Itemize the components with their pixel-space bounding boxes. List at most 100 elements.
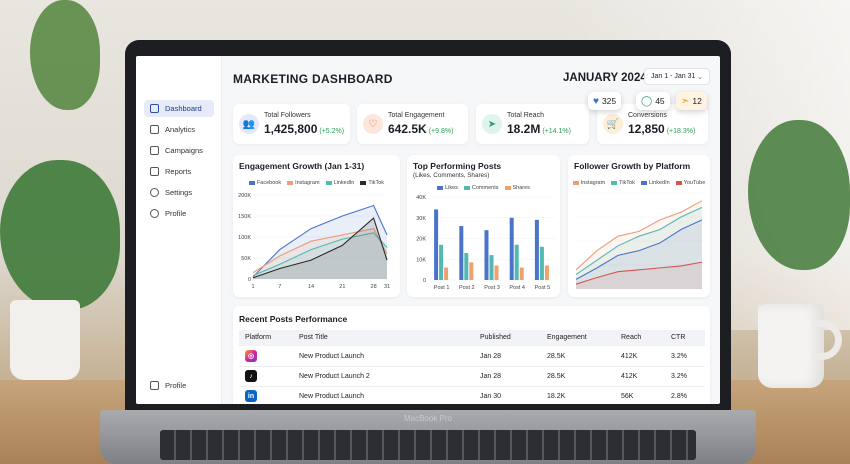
column-header: Post Title bbox=[299, 334, 328, 341]
top-posts-panel: Top Performing Posts (Likes, Comments, S… bbox=[407, 155, 560, 297]
shares-badge[interactable]: ➣ 12 bbox=[676, 92, 707, 110]
kpi-label: Conversions bbox=[628, 112, 667, 119]
sidebar-item-reports[interactable]: Reports bbox=[144, 163, 214, 180]
y-tick-label: 40K bbox=[416, 195, 426, 201]
table-header: Platform Post Title Published Engagement… bbox=[239, 330, 705, 346]
kpi-label: Total Engagement bbox=[388, 112, 445, 119]
bar-comments-3 bbox=[489, 255, 494, 280]
sidebar-item-profile-bottom[interactable]: Profile bbox=[144, 377, 214, 394]
legend-item: TikTok bbox=[611, 180, 635, 186]
follower-growth-panel: Follower Growth by Platform Instagram Ti… bbox=[568, 155, 710, 297]
kpi-total-reach: ➤ Total Reach 18.2M (+14.1%) bbox=[476, 104, 589, 144]
y-tick-label: 50K bbox=[241, 256, 251, 262]
x-tick-label: 7 bbox=[278, 284, 281, 290]
published: Jan 28 bbox=[480, 373, 502, 380]
series-area-youtube bbox=[576, 262, 702, 289]
legend-item: Instagram bbox=[287, 180, 320, 186]
y-tick-label: 30K bbox=[416, 216, 426, 222]
bar-shares-1 bbox=[444, 267, 449, 280]
sidebar-item-label: Analytics bbox=[165, 125, 196, 134]
kpi-value: 12,850 (+18.3%) bbox=[628, 122, 696, 136]
user-icon bbox=[150, 209, 159, 218]
x-tick-label: 21 bbox=[339, 284, 345, 290]
bar-likes-4 bbox=[509, 217, 514, 280]
bar-likes-5 bbox=[534, 219, 539, 280]
reach: 412K bbox=[621, 373, 638, 380]
bar-shares-5 bbox=[544, 265, 549, 280]
kpi-value: 642.5K (+9.8%) bbox=[388, 122, 454, 136]
bar-shares-4 bbox=[519, 267, 524, 280]
legend-item: Shares bbox=[504, 185, 530, 191]
sidebar-item-analytics[interactable]: Analytics bbox=[144, 121, 214, 138]
badge-value: 12 bbox=[692, 96, 702, 106]
grid-icon bbox=[150, 104, 159, 113]
tiktok-icon: ♪ bbox=[245, 370, 257, 382]
plant-left bbox=[0, 160, 120, 310]
x-tick-label: Post 1 bbox=[434, 285, 450, 291]
send-icon: ➣ bbox=[681, 95, 690, 107]
reach: 56K bbox=[621, 393, 634, 400]
likes-badge[interactable]: ♥ 325 bbox=[588, 92, 622, 110]
bar-comments-2 bbox=[464, 253, 469, 280]
table-row[interactable]: ◎ New Product Launch Jan 28 28.5K 412K 3… bbox=[239, 347, 705, 367]
bar-comments-5 bbox=[539, 246, 544, 280]
bar-likes-1 bbox=[434, 209, 439, 280]
bar-likes-3 bbox=[484, 230, 489, 280]
sidebar-item-profile[interactable]: Profile bbox=[144, 205, 214, 222]
chart-legend: Facebook Instagram LinkedIn TikTok bbox=[233, 180, 400, 186]
legend-item: Likes bbox=[437, 185, 458, 191]
series-line-instagram bbox=[575, 200, 703, 271]
sidebar-item-label: Dashboard bbox=[165, 104, 202, 113]
bar-chart-icon bbox=[150, 125, 159, 134]
follower-growth-chart bbox=[575, 192, 703, 290]
legend-item: Instagram bbox=[572, 180, 605, 186]
engagement: 28.5K bbox=[547, 373, 566, 380]
table-row[interactable]: ♪ New Product Launch 2 Jan 28 28.5K 412K… bbox=[239, 367, 705, 387]
pot-left bbox=[10, 300, 80, 380]
kpi-delta: (+18.3%) bbox=[666, 128, 696, 135]
y-tick-label: 150K bbox=[238, 214, 251, 220]
chart-subtitle: (Likes, Comments, Shares) bbox=[413, 172, 490, 179]
kpi-label: Total Followers bbox=[264, 112, 311, 119]
table-row[interactable]: in New Product Launch Jan 30 18.2K 56K 2… bbox=[239, 387, 705, 404]
bar-comments-4 bbox=[514, 244, 519, 280]
ctr: 2.8% bbox=[671, 393, 687, 400]
x-tick-label: 31 bbox=[384, 284, 390, 290]
ctr: 3.2% bbox=[671, 353, 687, 360]
sidebar-item-campaigns[interactable]: Campaigns bbox=[144, 142, 214, 159]
y-tick-label: 200K bbox=[238, 193, 251, 199]
chevron-down-icon: ⌄ bbox=[697, 74, 703, 81]
sidebar-item-dashboard[interactable]: Dashboard bbox=[144, 100, 214, 117]
kpi-delta: (+5.2%) bbox=[319, 128, 345, 135]
mug-handle bbox=[812, 320, 842, 360]
chart-title: Top Performing Posts bbox=[413, 161, 502, 171]
send-icon: ➤ bbox=[482, 114, 502, 134]
date-range-select[interactable]: Jan 1 - Jan 31 ⌄ bbox=[644, 68, 710, 85]
post-title: New Product Launch 2 bbox=[299, 373, 370, 380]
keyboard bbox=[160, 430, 696, 460]
legend-item: LinkedIn bbox=[640, 180, 670, 186]
top-posts-chart: 40K 30K 20K 10K 0 Post 1 Post 2 Post 3 Post 4 Pos… bbox=[416, 195, 555, 291]
kpi-total-engagement: ♡ Total Engagement 642.5K (+9.8%) bbox=[357, 104, 468, 144]
chart-legend: Instagram TikTok LinkedIn YouTube bbox=[568, 180, 710, 186]
x-tick-label: 14 bbox=[308, 284, 314, 290]
kpi-total-followers: 👥 Total Followers 1,425,800 (+5.2%) bbox=[233, 104, 350, 144]
megaphone-icon bbox=[150, 146, 159, 155]
x-tick-label: Post 2 bbox=[459, 285, 475, 291]
bar-comments-1 bbox=[439, 244, 444, 280]
sidebar-item-settings[interactable]: Settings bbox=[144, 184, 214, 201]
plant-top-left bbox=[30, 0, 100, 110]
x-tick-label: Post 4 bbox=[509, 285, 525, 291]
y-tick-label: 100K bbox=[238, 235, 251, 241]
date-range-value: Jan 1 - Jan 31 bbox=[651, 73, 696, 80]
y-tick-label: 20K bbox=[416, 237, 426, 243]
heart-icon: ♡ bbox=[363, 114, 383, 134]
sidebar-item-label: Campaigns bbox=[165, 146, 203, 155]
comments-badge[interactable]: ◯ 45 bbox=[636, 92, 670, 110]
sidebar-item-label: Profile bbox=[165, 381, 187, 390]
column-header: Reach bbox=[621, 334, 642, 341]
page-title: MARKETING DASHBOARD bbox=[233, 72, 393, 86]
engagement-growth-panel: Engagement Growth (Jan 1-31) Facebook In… bbox=[233, 155, 400, 297]
users-icon: 👥 bbox=[239, 114, 259, 134]
column-header: Platform bbox=[245, 334, 272, 341]
